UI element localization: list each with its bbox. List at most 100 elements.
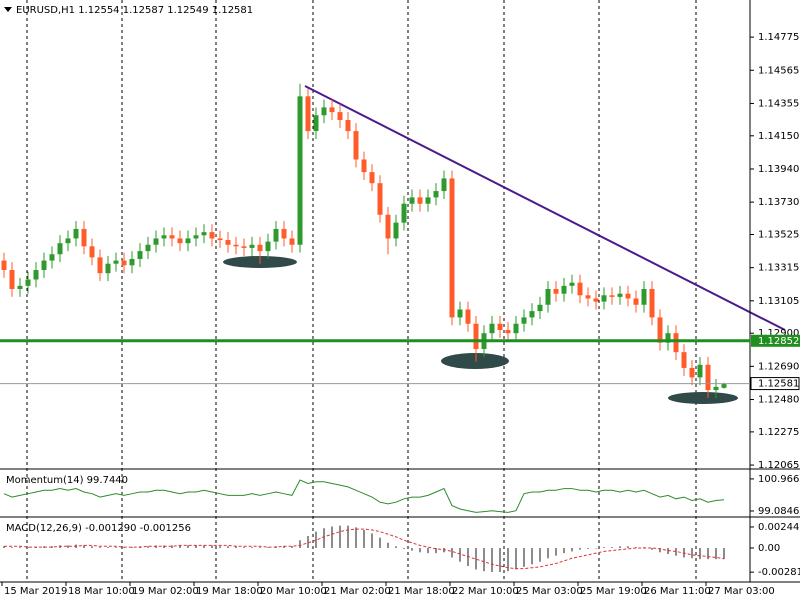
candle-body <box>417 197 423 204</box>
x-tick-label: 25 Mar 03:00 <box>516 586 583 597</box>
candle-body <box>537 304 543 312</box>
candle-body <box>401 203 407 223</box>
candle-body <box>105 263 111 274</box>
candle-body <box>505 330 511 334</box>
candle-body <box>673 333 679 353</box>
macd-bar <box>603 547 605 548</box>
macd-bar <box>363 529 365 548</box>
candle-body <box>457 309 463 318</box>
macd-bar <box>187 545 189 548</box>
y-tick-label: 1.14355 <box>758 98 799 109</box>
macd-bar <box>259 547 261 548</box>
candle-body <box>641 288 647 305</box>
indicator-header: MACD(12,26,9) -0.001290 -0.001256 <box>6 523 191 534</box>
candle-body <box>497 323 503 331</box>
candle-body <box>313 115 319 132</box>
menu-arrow[interactable] <box>4 7 12 12</box>
candle-body <box>617 293 623 297</box>
candle-body <box>273 228 279 242</box>
y-tick-label: 1.13315 <box>758 263 799 274</box>
candle-body <box>113 260 119 264</box>
candle-body <box>73 228 79 239</box>
candle-body <box>409 197 415 204</box>
candle-body <box>377 183 383 215</box>
macd-bar <box>51 546 53 548</box>
macd-bar <box>483 547 485 572</box>
macd-bar <box>355 527 357 548</box>
macd-bar <box>611 547 613 548</box>
macd-bar <box>515 547 517 570</box>
y-tick-label: 1.12900 <box>758 328 799 339</box>
candle-body <box>705 364 711 391</box>
y-tick-label: 1.14775 <box>758 32 799 43</box>
macd-bar <box>507 547 509 572</box>
y-tick-label: 100.966 <box>758 474 799 485</box>
candle-body <box>41 260 47 271</box>
x-tick-label: 27 Mar 03:00 <box>708 586 775 597</box>
macd-bar <box>371 533 373 548</box>
y-tick-label: 1.14150 <box>758 131 799 142</box>
x-tick-label: 21 Mar 18:00 <box>388 586 455 597</box>
macd-bar <box>107 547 109 548</box>
candle-body <box>265 241 271 252</box>
candle-body <box>217 238 223 241</box>
candle-body <box>449 178 455 318</box>
macd-bar <box>715 547 717 560</box>
candle-body <box>625 293 631 299</box>
macd-bar <box>115 547 117 548</box>
level-label: 1.12852 <box>758 336 799 347</box>
macd-bar <box>99 547 101 548</box>
candle-body <box>713 386 719 391</box>
x-tick-label: 20 Mar 10:00 <box>260 586 327 597</box>
x-tick-label: 19 Mar 18:00 <box>196 586 263 597</box>
support-marker <box>668 392 738 404</box>
candle-body <box>681 352 687 368</box>
y-tick-label: 1.12480 <box>758 395 799 406</box>
candle-body <box>585 295 591 299</box>
candle-body <box>601 295 607 302</box>
candle-body <box>633 298 639 305</box>
candle-body <box>257 244 263 252</box>
candle-body <box>193 235 199 239</box>
momentum-line <box>3 479 725 513</box>
macd-bar <box>555 547 557 556</box>
candle-body <box>129 258 135 266</box>
macd-bar <box>451 547 453 558</box>
macd-bar <box>91 546 93 548</box>
candle-body <box>689 367 695 378</box>
macd-bar <box>523 547 525 567</box>
candle-body <box>137 251 143 259</box>
candle-body <box>577 282 583 296</box>
candle-body <box>169 235 175 239</box>
macd-bar <box>27 547 29 548</box>
candle-body <box>201 232 207 236</box>
candle-body <box>393 222 399 239</box>
candle-body <box>361 159 367 173</box>
candle-body <box>385 214 391 239</box>
macd-signal <box>4 528 725 570</box>
macd-bar <box>419 547 421 553</box>
macd-bar <box>675 547 677 556</box>
y-tick-label: -0.002812 <box>758 567 800 578</box>
macd-bar <box>659 547 661 553</box>
x-tick-label: 19 Mar 02:00 <box>132 586 199 597</box>
macd-bar <box>459 547 461 562</box>
macd-bar <box>475 547 477 570</box>
candle-body <box>97 257 103 274</box>
macd-bar <box>379 537 381 548</box>
macd-bar <box>699 547 701 560</box>
candle-body <box>593 298 599 302</box>
macd-bar <box>387 542 389 548</box>
candle-body <box>241 246 247 248</box>
macd-bar <box>251 547 253 548</box>
support-marker <box>441 353 509 369</box>
chart-header: EURUSD,H1 1.12554 1.12587 1.12549 1.1258… <box>16 5 253 16</box>
macd-bar <box>235 546 237 548</box>
macd-bar <box>427 547 429 554</box>
macd-bar <box>707 547 709 560</box>
y-tick-label: 0.002446 <box>758 522 800 533</box>
y-tick-label: 1.12065 <box>758 460 799 471</box>
macd-bar <box>491 547 493 573</box>
candle-body <box>185 238 191 244</box>
candle-body <box>369 172 375 184</box>
